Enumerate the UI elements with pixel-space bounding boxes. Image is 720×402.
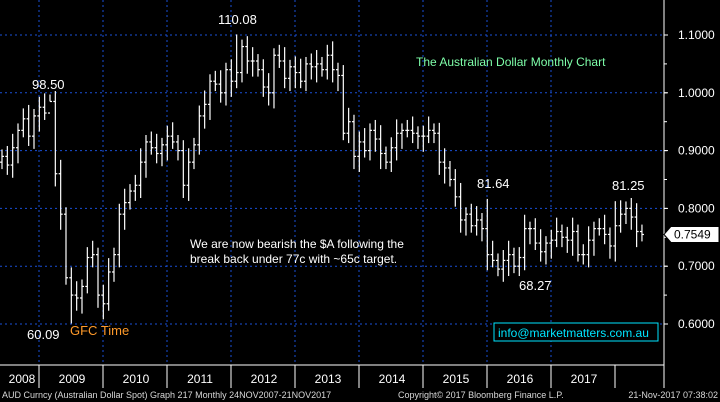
y-tick-label: 0.8000 (678, 201, 715, 215)
axes: 0.6000 0.7000 0.8000 0.9000 1.0000 1.1000 2008… (0, 0, 720, 388)
high-2015-label: 81.64 (477, 176, 510, 191)
y-tick-label: 1.0000 (678, 86, 715, 100)
high-2017-label: 81.25 (612, 178, 645, 193)
x-tick-label: 2009 (59, 372, 86, 386)
footer: AUD Curncy (Australian Dollar Spot) Grap… (0, 388, 720, 402)
low-2008-label: 60.09 (27, 327, 60, 342)
x-tick-label: 2014 (379, 372, 406, 386)
x-tick-label: 2012 (251, 372, 278, 386)
peak-2008-label: 98.50 (32, 77, 65, 92)
chart-title: The Australian Dollar Monthly Chart (416, 55, 606, 69)
y-tick-label: 0.6000 (678, 317, 715, 331)
website-box (493, 322, 659, 342)
x-tick-label: 2015 (443, 372, 470, 386)
price-bars (0, 34, 644, 324)
website-link[interactable]: info@marketmatters.com.au (498, 326, 649, 340)
x-tick-label: 2017 (571, 372, 598, 386)
y-tick-label: 1.1000 (678, 28, 715, 42)
aud-monthly-chart: 0.6000 0.7000 0.8000 0.9000 1.0000 1.1000 2008… (0, 0, 720, 388)
peak-2011-label: 110.08 (218, 12, 257, 27)
comment-line-2: break back under 77c with ~65c target. (190, 252, 397, 266)
y-tick-label: 0.7000 (678, 259, 715, 273)
low-2016-label: 68.27 (519, 278, 552, 293)
x-tick-label: 2013 (315, 372, 342, 386)
y-tick-label: 0.9000 (678, 144, 715, 158)
gfc-label: GFC Time (70, 323, 129, 338)
last-value-marker: 0.7549 (663, 225, 720, 243)
footer-center: Copyright© 2017 Bloomberg Finance L.P. (398, 390, 564, 400)
x-tick-label: 2008 (9, 372, 36, 386)
last-value-box (663, 225, 720, 243)
comment-line-1: We are now bearish the $A following the (190, 237, 404, 251)
x-tick-label: 2016 (507, 372, 534, 386)
x-tick-label: 2011 (187, 372, 213, 386)
footer-right: 21-Nov-2017 07:38:02 (628, 390, 718, 400)
footer-left: AUD Curncy (Australian Dollar Spot) Grap… (2, 390, 332, 400)
x-tick-label: 2010 (123, 372, 150, 386)
last-value-label: 0.7549 (674, 227, 711, 241)
annotations: The Australian Dollar Monthly Chart 98.5… (27, 12, 659, 342)
